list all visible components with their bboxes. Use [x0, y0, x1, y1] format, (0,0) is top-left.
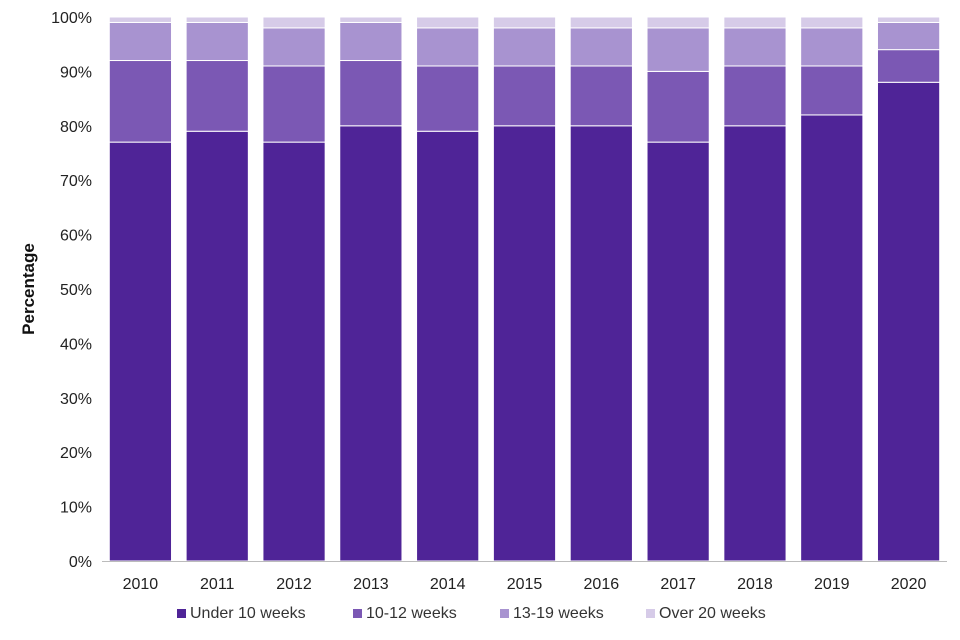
- bar-segment: [185, 21, 249, 62]
- bar-segment: [569, 65, 633, 127]
- legend-label: 13-19 weeks: [513, 605, 604, 622]
- bar-segment: [185, 16, 249, 23]
- bar-segment: [800, 65, 864, 116]
- legend-label: 10-12 weeks: [366, 605, 457, 622]
- bar-segment: [723, 125, 787, 562]
- bar-segment: [723, 27, 787, 67]
- x-tick-label: 2014: [430, 576, 466, 593]
- bar-segment: [800, 27, 864, 67]
- bar-segment: [876, 16, 941, 23]
- bar-segment: [262, 16, 326, 29]
- bar-segment: [492, 125, 557, 562]
- bar-segment: [800, 16, 864, 29]
- bar-segment: [416, 65, 480, 132]
- bar-segment: [646, 16, 710, 29]
- bar-segment: [262, 141, 326, 562]
- x-tick-label: 2020: [891, 576, 927, 593]
- legend-swatch: [353, 609, 362, 618]
- bar-segment: [569, 16, 633, 29]
- x-axis: 2010 2011 2012 2013 2014 2015 2016 2017 2018 2019…: [123, 576, 927, 593]
- bar-segment: [492, 27, 557, 67]
- legend-label: Over 20 weeks: [659, 605, 766, 622]
- x-tick-label: 2013: [353, 576, 389, 593]
- bar-segment: [492, 65, 557, 127]
- x-tick-label: 2010: [123, 576, 159, 593]
- bar-segment: [723, 65, 787, 127]
- bars: [108, 16, 941, 562]
- legend: Under 10 weeks 10-12 weeks 13-19 weeks Over…: [177, 605, 766, 622]
- x-tick-label: 2018: [737, 576, 773, 593]
- bar-segment: [492, 16, 557, 29]
- bar-segment: [108, 141, 173, 562]
- y-tick-label: 60%: [60, 228, 92, 245]
- x-tick-label: 2019: [814, 576, 850, 593]
- y-tick-label: 40%: [60, 336, 92, 353]
- bar-segment: [339, 125, 403, 562]
- bar-segment: [876, 49, 941, 83]
- bar-segment: [800, 114, 864, 562]
- y-tick-label: 10%: [60, 500, 92, 517]
- y-tick-label: 0%: [69, 554, 92, 571]
- bar-segment: [416, 130, 480, 562]
- y-tick-label: 50%: [60, 282, 92, 299]
- x-tick-label: 2015: [507, 576, 543, 593]
- bar-segment: [646, 141, 710, 562]
- y-tick-label: 90%: [60, 64, 92, 81]
- bar-segment: [339, 60, 403, 127]
- bar-segment: [339, 21, 403, 62]
- x-tick-label: 2011: [200, 576, 235, 593]
- bar-segment: [876, 81, 941, 562]
- y-axis-label: Percentage: [19, 243, 38, 335]
- bar-segment: [262, 27, 326, 67]
- bar-segment: [723, 16, 787, 29]
- y-tick-label: 20%: [60, 445, 92, 462]
- y-tick-label: 100%: [51, 10, 92, 27]
- bar-segment: [339, 16, 403, 23]
- bar-segment: [108, 21, 173, 62]
- bar-segment: [416, 16, 480, 29]
- bar-segment: [185, 60, 249, 132]
- bar-segment: [569, 27, 633, 67]
- bar-segment: [646, 27, 710, 72]
- bar-segment: [108, 60, 173, 143]
- bar-segment: [569, 125, 633, 562]
- legend-swatch: [646, 609, 655, 618]
- y-tick-label: 30%: [60, 391, 92, 408]
- legend-swatch: [500, 609, 509, 618]
- legend-label: Under 10 weeks: [190, 605, 306, 622]
- y-axis: 0% 10% 20% 30% 40% 50% 60% 70% 80% 90% 100%: [51, 10, 92, 571]
- bar-segment: [416, 27, 480, 67]
- legend-swatch: [177, 609, 186, 618]
- bar-segment: [646, 70, 710, 143]
- bar-segment: [108, 16, 173, 23]
- x-tick-label: 2017: [660, 576, 696, 593]
- x-tick-label: 2012: [276, 576, 312, 593]
- bar-segment: [185, 130, 249, 562]
- y-tick-label: 80%: [60, 119, 92, 136]
- bar-segment: [262, 65, 326, 143]
- bar-segment: [876, 21, 941, 51]
- x-tick-label: 2016: [584, 576, 620, 593]
- y-tick-label: 70%: [60, 173, 92, 190]
